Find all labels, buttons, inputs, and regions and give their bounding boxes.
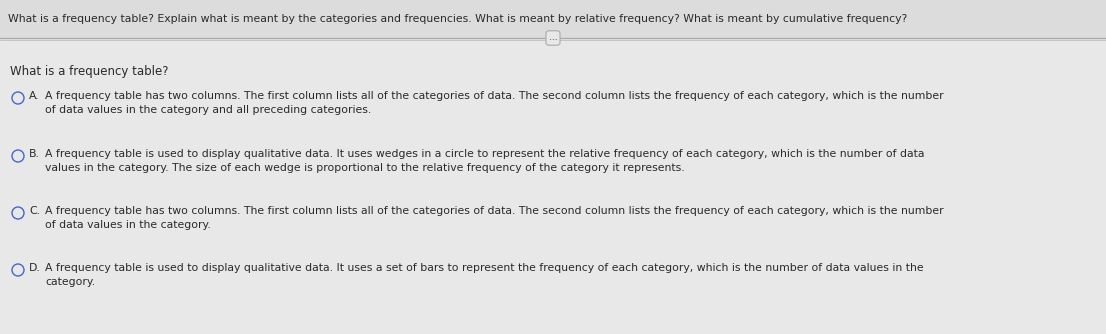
Text: A.: A. (29, 91, 40, 101)
Text: A frequency table is used to display qualitative data. It uses wedges in a circl: A frequency table is used to display qua… (45, 149, 925, 173)
Text: What is a frequency table?: What is a frequency table? (10, 65, 168, 78)
Text: A frequency table has two columns. The first column lists all of the categories : A frequency table has two columns. The f… (45, 91, 943, 115)
Text: A frequency table is used to display qualitative data. It uses a set of bars to : A frequency table is used to display qua… (45, 263, 924, 287)
Bar (0, 0, 1106, 38)
Bar (0, 38, 1106, 334)
Text: B.: B. (29, 149, 40, 159)
Text: What is a frequency table? Explain what is meant by the categories and frequenci: What is a frequency table? Explain what … (8, 14, 907, 24)
Text: ...: ... (549, 33, 557, 42)
Text: A frequency table has two columns. The first column lists all of the categories : A frequency table has two columns. The f… (45, 206, 943, 229)
Text: D.: D. (29, 263, 41, 273)
Text: C.: C. (29, 206, 40, 216)
